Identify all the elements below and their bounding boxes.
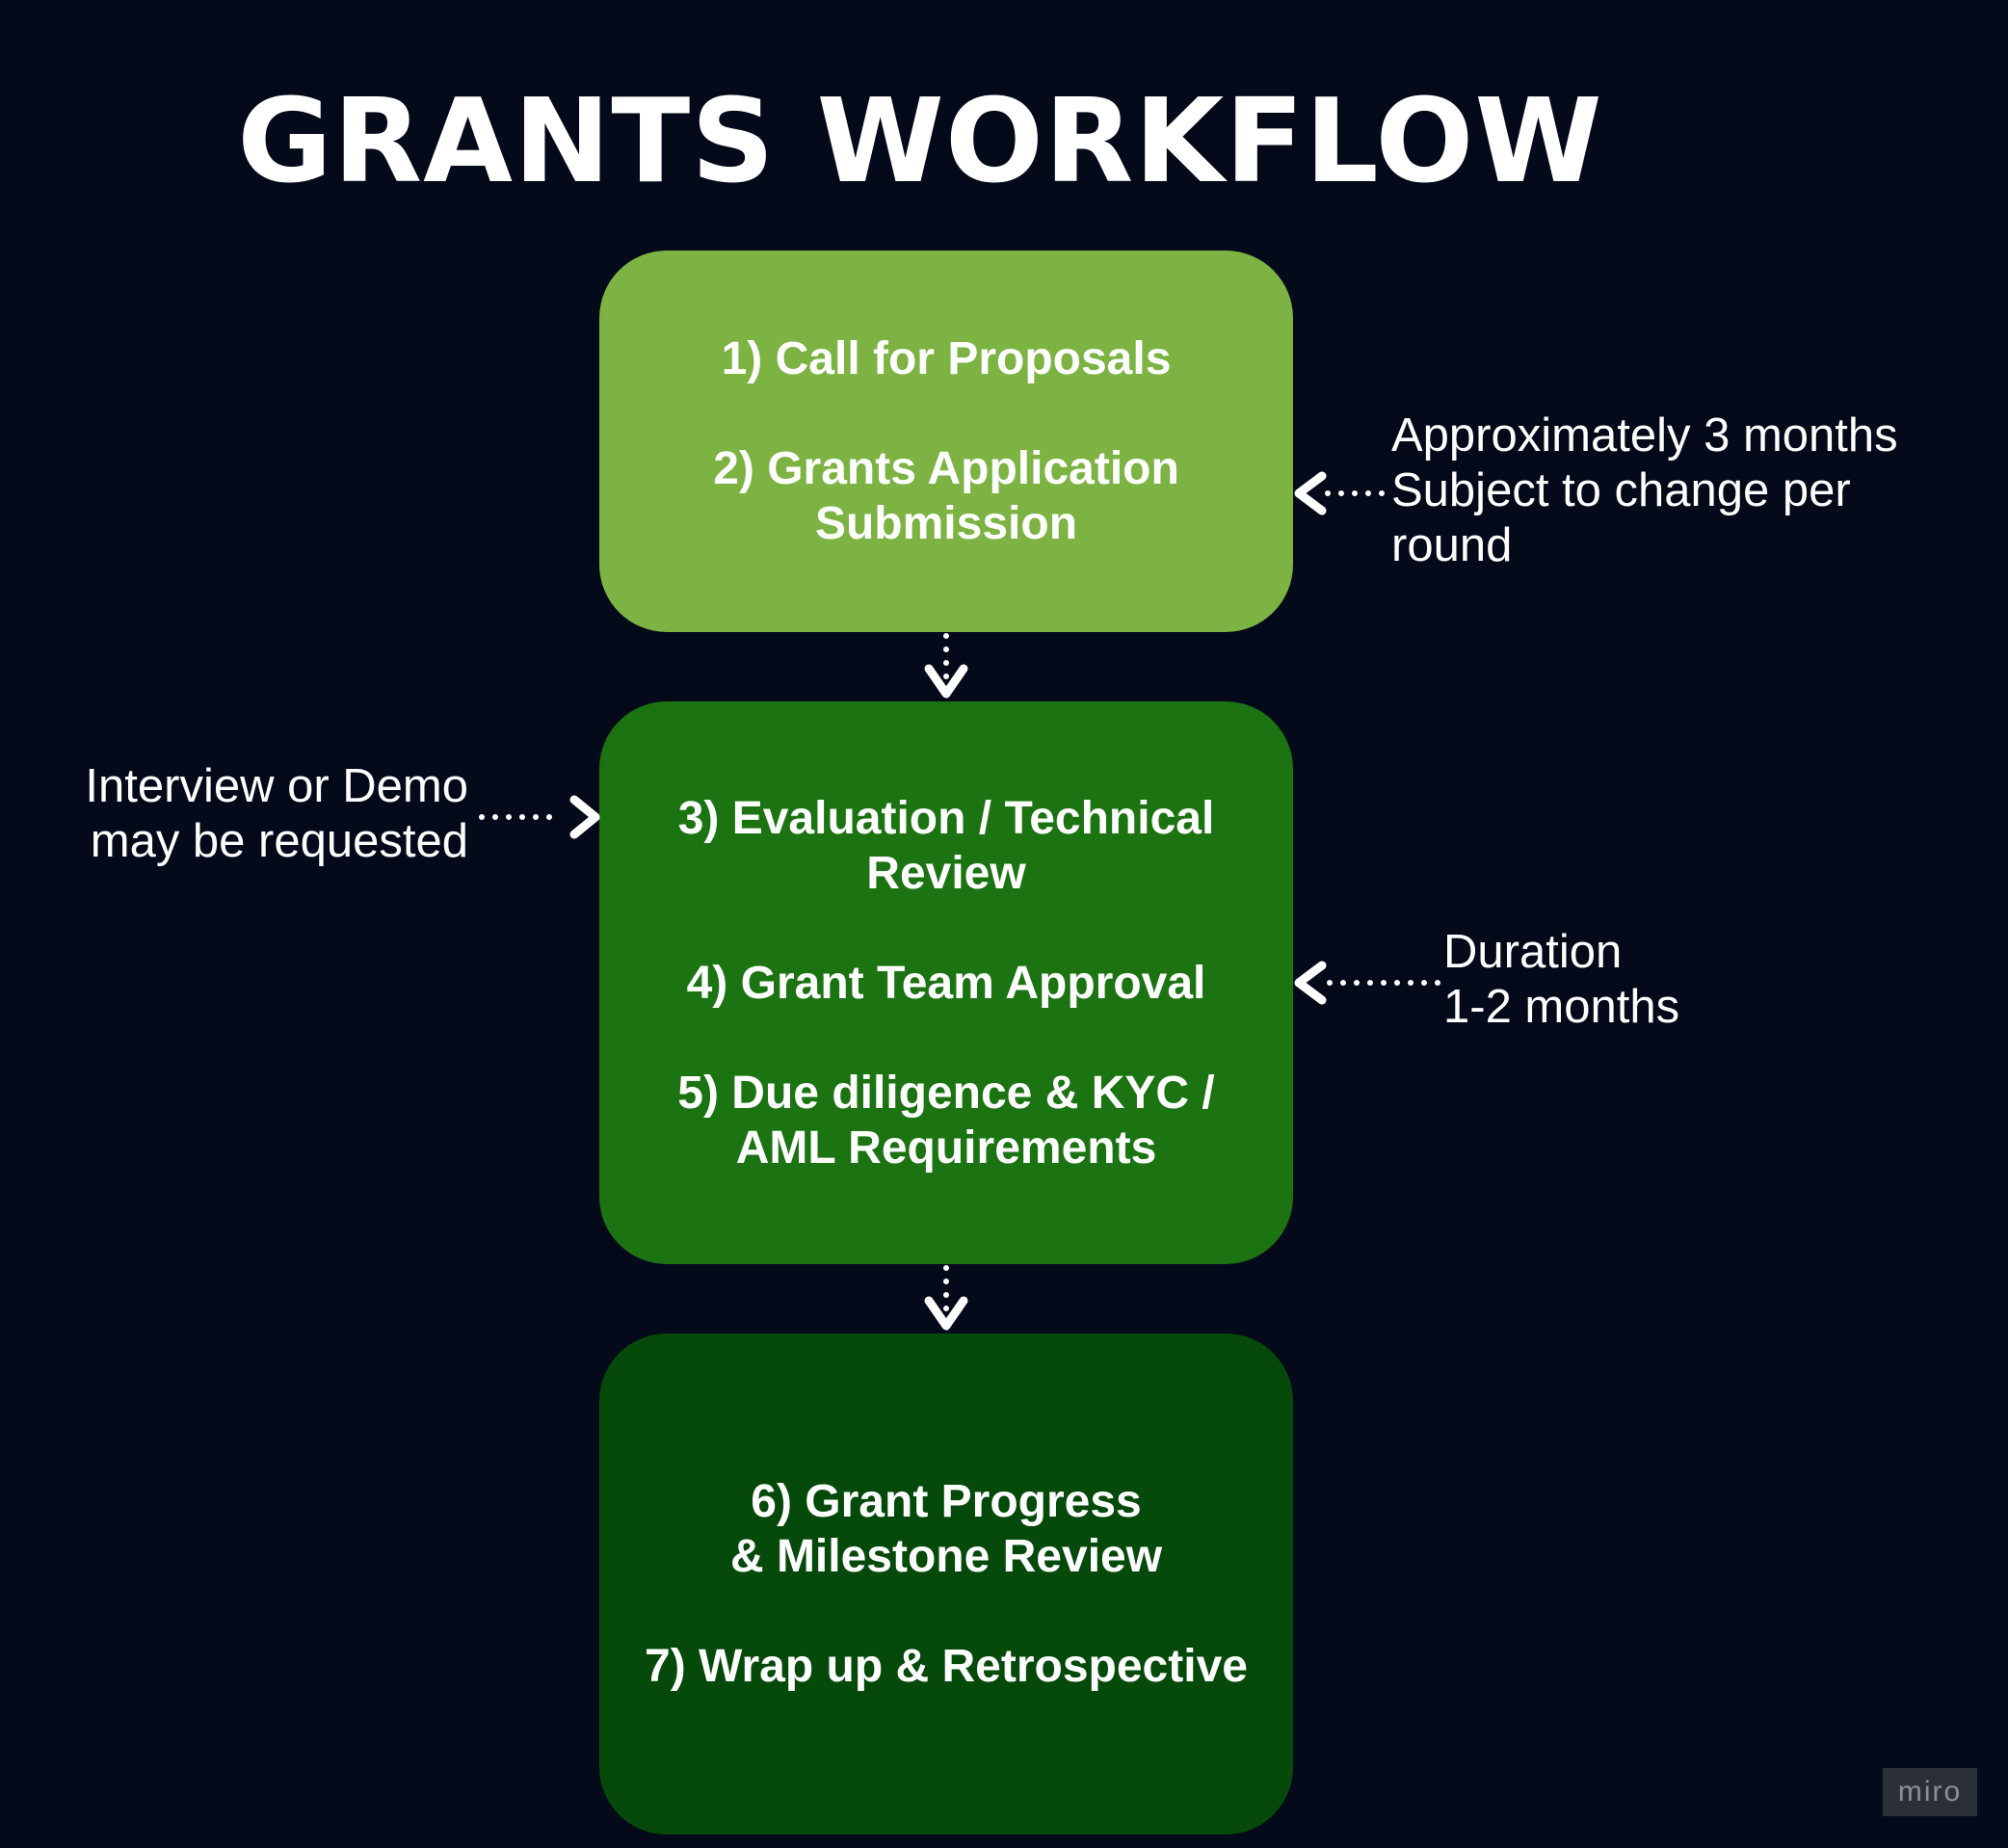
step-team-approval: 4) Grant Team Approval	[686, 957, 1206, 1009]
step-wrap-up: 7) Wrap up & Retrospective	[645, 1641, 1248, 1692]
arrowhead-right-icon	[569, 795, 600, 839]
note-interview-demo: Interview or Demo may be requested	[39, 759, 468, 869]
note-line: may be requested	[90, 815, 468, 867]
step-box-3: 6) Grant Progress & Milestone Review 7) …	[599, 1333, 1293, 1835]
arrowhead-left-icon	[1294, 471, 1327, 515]
step-evaluation-review: 3) Evaluation / Technical Review	[677, 792, 1215, 899]
note-approx-duration: Approximately 3 months Subject to change…	[1391, 409, 1898, 573]
step-call-for-proposals: 1) Call for Proposals	[721, 333, 1172, 384]
step-box-1: 1) Call for Proposals 2) Grants Applicat…	[599, 251, 1293, 632]
note-duration: Duration 1-2 months	[1443, 925, 1679, 1035]
step-progress-review: 6) Grant Progress & Milestone Review	[729, 1476, 1163, 1582]
step-due-diligence: 5) Due diligence & KYC / AML Requirement…	[677, 1067, 1215, 1174]
arrowhead-left-icon	[1294, 961, 1327, 1005]
step-box-2: 3) Evaluation / Technical Review 4) Gran…	[599, 701, 1293, 1264]
note-line: Interview or Demo	[85, 760, 468, 812]
note-line: round	[1391, 519, 1513, 571]
note-line: 1-2 months	[1443, 981, 1680, 1033]
note-line: Approximately 3 months	[1391, 409, 1898, 462]
arrowhead-down-icon	[924, 1296, 968, 1331]
step-application-submission: 2) Grants Application Submission	[713, 443, 1179, 549]
arrowhead-down-icon	[924, 664, 968, 699]
note-line: Subject to change per	[1391, 464, 1851, 516]
diagram-title: GRANTS WORKFLOW	[237, 75, 1603, 209]
miro-watermark-logo: miro	[1883, 1768, 1977, 1816]
note-line: Duration	[1443, 926, 1623, 978]
